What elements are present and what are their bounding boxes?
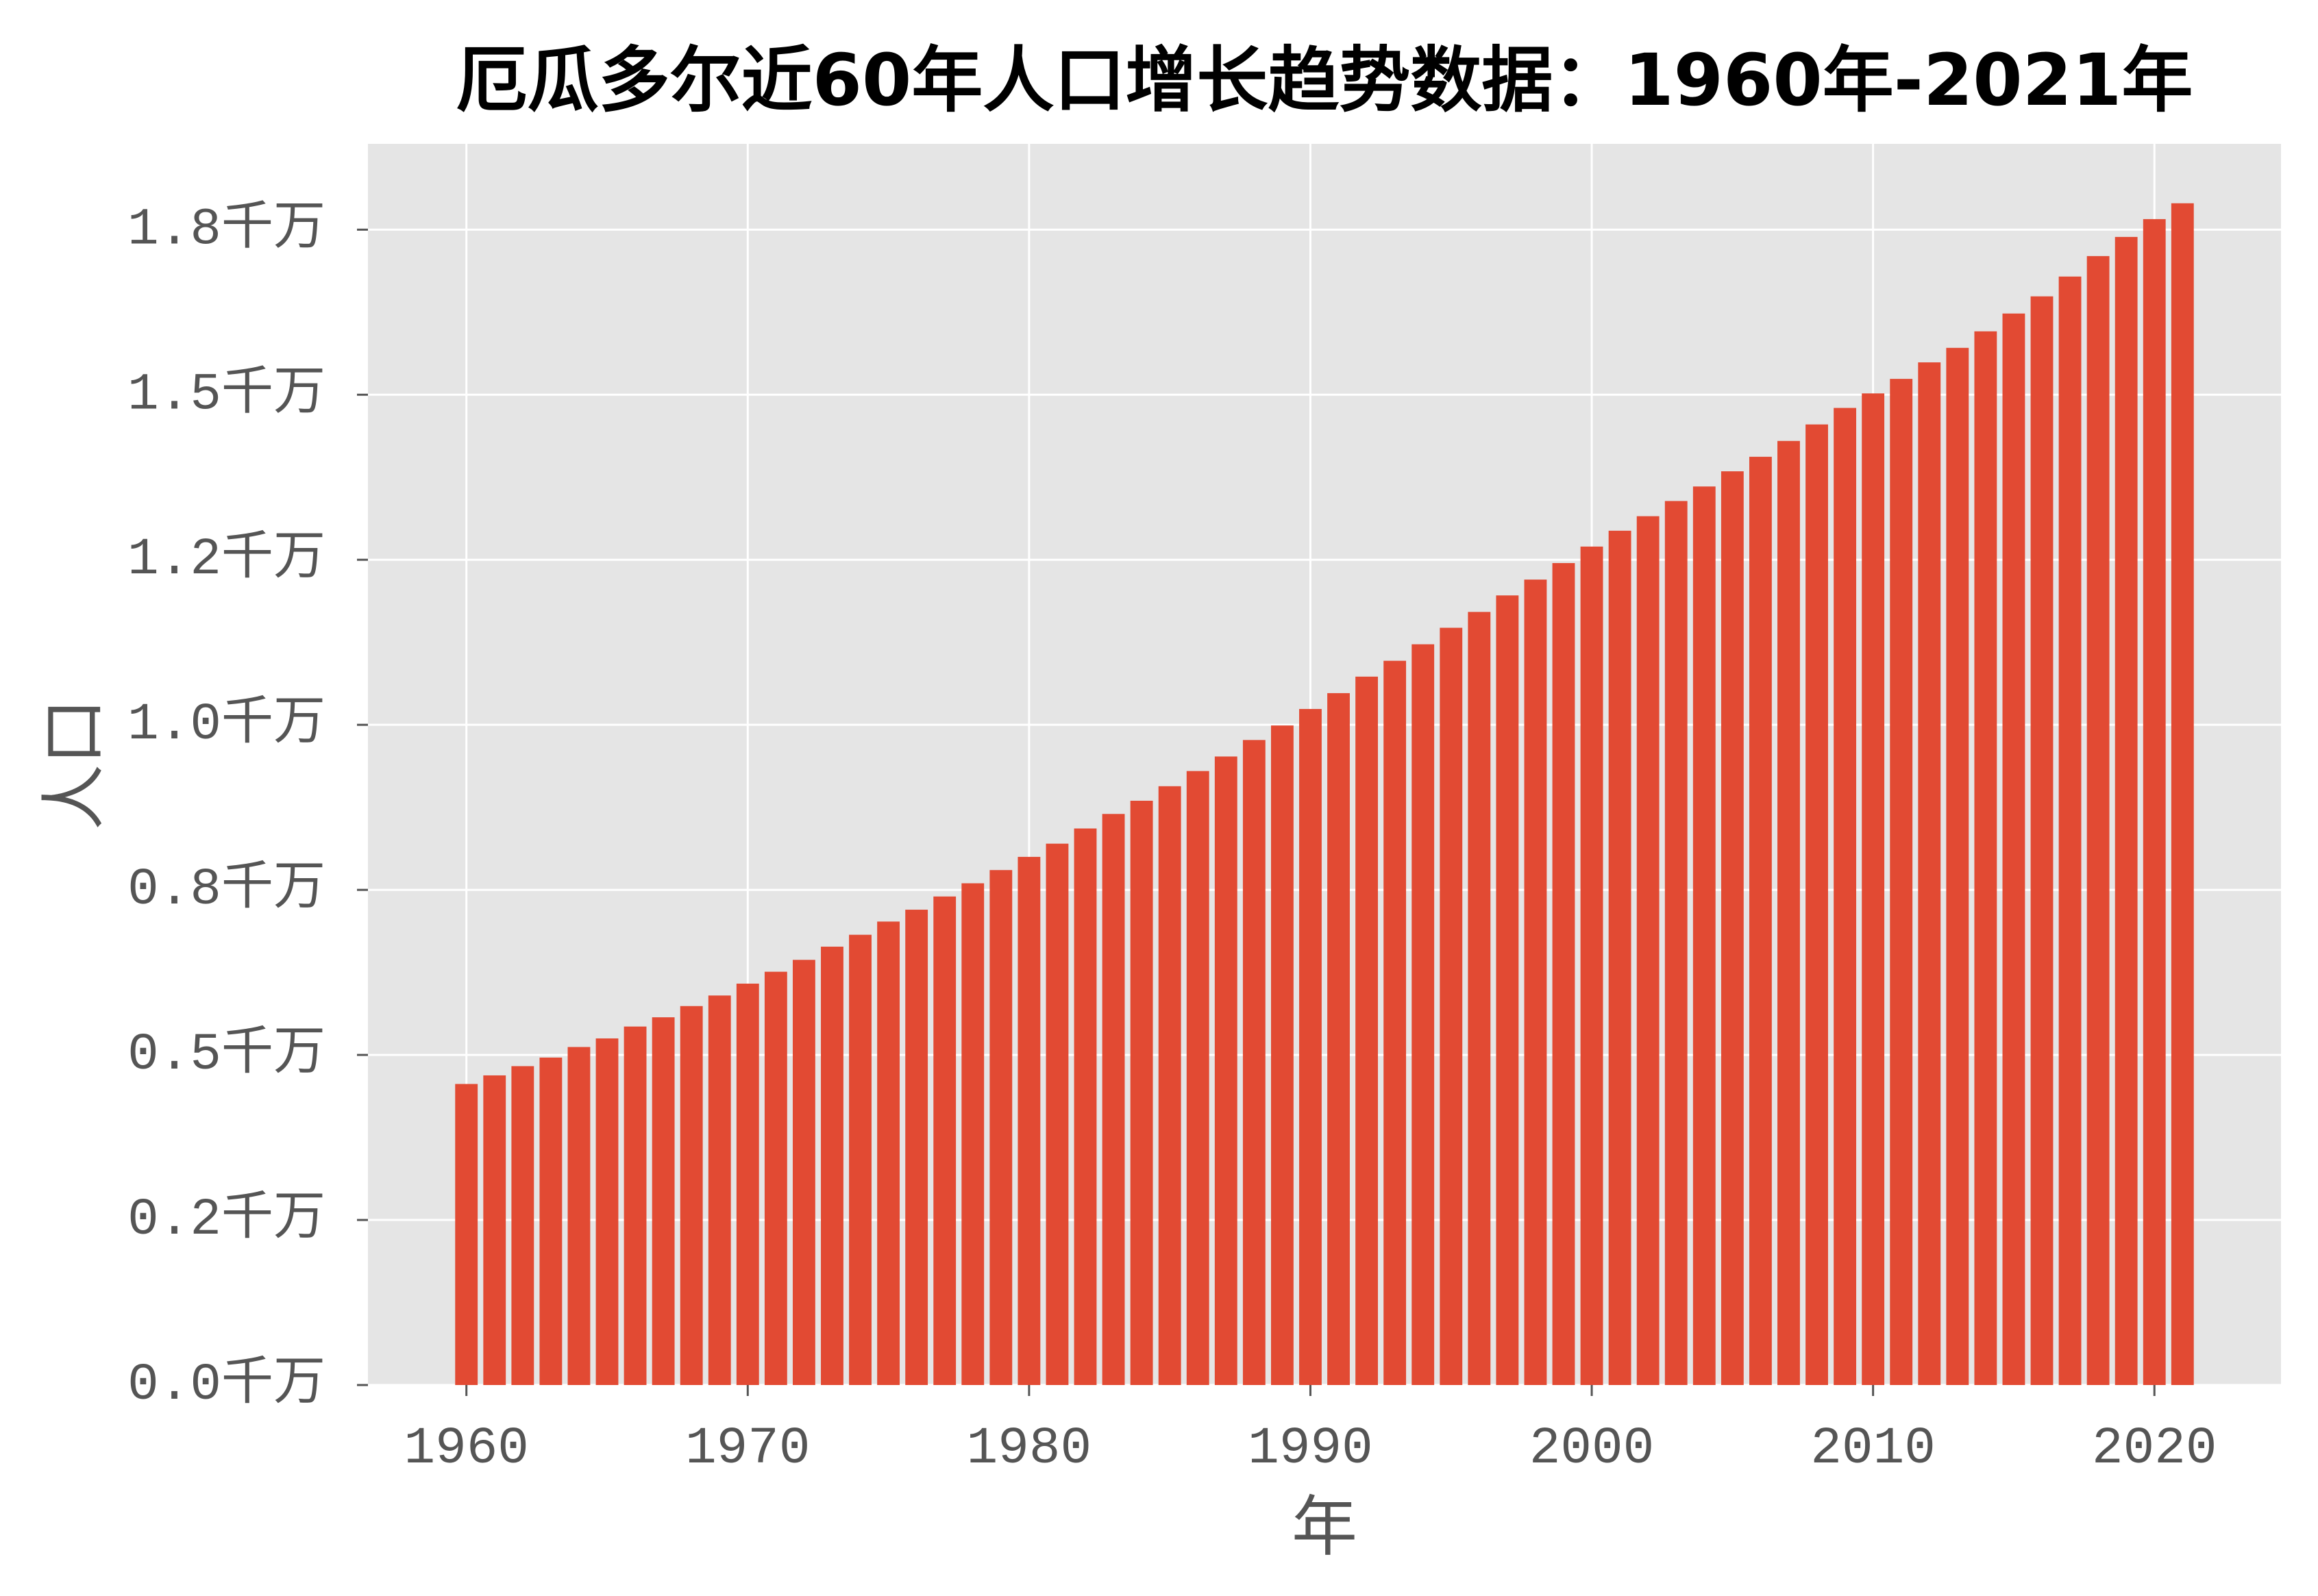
y-tick-label: 1.8千万 [127, 199, 325, 259]
bar-1988 [1242, 740, 1266, 1385]
bar-1964 [567, 1047, 591, 1385]
bar-1979 [989, 870, 1013, 1385]
bar-1976 [905, 910, 928, 1385]
bar-1989 [1270, 725, 1294, 1385]
bar-2019 [2114, 236, 2138, 1385]
x-axis: 1960 1970 1980 1990 2000 2010 2020 [404, 1385, 2217, 1478]
bar-2000 [1580, 546, 1603, 1385]
bar-1997 [1496, 595, 1519, 1386]
bar-2016 [2030, 296, 2054, 1386]
bar-1975 [877, 921, 900, 1385]
x-tick-label: 2010 [1810, 1419, 1935, 1478]
bar-1991 [1327, 693, 1350, 1385]
y-axis: 0.0千万 0.2千万 0.5千万 0.8千万 1.0千万 1.2千万 1.5千万 1.8千万 [127, 199, 368, 1414]
bar-1960 [455, 1084, 478, 1385]
bar-1963 [539, 1057, 563, 1385]
bar-2013 [1946, 347, 1969, 1386]
bar-1977 [933, 896, 957, 1385]
bar-1990 [1299, 709, 1322, 1385]
x-tick-label: 1960 [404, 1419, 528, 1478]
y-axis-label: 人口 [36, 699, 112, 830]
x-tick-label: 2020 [2092, 1419, 2217, 1478]
bar-1994 [1411, 644, 1435, 1385]
bar-1983 [1102, 814, 1125, 1385]
bar-2007 [1777, 440, 1800, 1385]
bar-2012 [1918, 362, 1941, 1386]
bar-2021 [2171, 203, 2194, 1386]
y-tick-label: 0.8千万 [127, 860, 325, 919]
bar-1961 [483, 1075, 506, 1385]
bar-1987 [1214, 756, 1237, 1385]
bar-1969 [708, 995, 731, 1385]
bar-1996 [1468, 612, 1491, 1385]
bar-2004 [1692, 486, 1716, 1385]
bar-1978 [961, 883, 985, 1385]
bar-2018 [2086, 255, 2110, 1385]
bar-1980 [1018, 856, 1041, 1385]
bar-2003 [1664, 501, 1688, 1385]
bar-1982 [1074, 828, 1097, 1385]
bar-1974 [849, 934, 872, 1385]
bar-1970 [736, 983, 759, 1385]
bar-1971 [764, 971, 787, 1385]
bar-1985 [1158, 786, 1181, 1385]
y-tick-label: 1.0千万 [127, 695, 325, 754]
y-tick-label: 0.2千万 [127, 1190, 325, 1249]
bar-2005 [1721, 471, 1744, 1385]
bar-1972 [792, 960, 815, 1385]
x-tick-label: 1980 [967, 1419, 1092, 1478]
chart-title: 厄瓜多尔近60年人口增长趋势数据：1960年-2021年 [456, 38, 2193, 122]
bar-1984 [1130, 801, 1153, 1385]
bar-2010 [1862, 393, 1885, 1385]
bar-2011 [1890, 379, 1913, 1385]
bar-2008 [1805, 424, 1828, 1385]
y-tick-label: 1.2千万 [127, 529, 325, 589]
y-tick-label: 0.0千万 [127, 1355, 325, 1414]
x-tick-label: 1970 [685, 1419, 810, 1478]
bar-1993 [1383, 660, 1407, 1385]
bar-1968 [680, 1006, 703, 1385]
bar-1962 [511, 1066, 534, 1385]
bar-2006 [1749, 456, 1772, 1385]
bars [455, 203, 2194, 1386]
bar-1973 [821, 947, 843, 1385]
bar-2002 [1636, 516, 1660, 1385]
x-tick-label: 2000 [1529, 1419, 1654, 1478]
x-tick-label: 1990 [1248, 1419, 1372, 1478]
y-tick-label: 0.5千万 [127, 1025, 325, 1084]
bar-2020 [2143, 219, 2166, 1385]
bar-2014 [1974, 331, 1997, 1385]
bar-2015 [2002, 313, 2025, 1386]
bar-1995 [1440, 627, 1463, 1385]
bar-1986 [1186, 771, 1209, 1385]
bar-1966 [624, 1026, 647, 1385]
bar-2009 [1834, 408, 1857, 1385]
bar-1967 [652, 1017, 675, 1385]
bar-1999 [1552, 563, 1575, 1385]
bar-2017 [2058, 276, 2082, 1386]
y-tick-label: 1.5千万 [127, 364, 325, 424]
bar-1998 [1524, 579, 1547, 1385]
bar-1992 [1355, 676, 1379, 1386]
bar-1965 [595, 1038, 619, 1385]
x-axis-label: 年 [1292, 1488, 1357, 1565]
bar-2001 [1608, 530, 1631, 1386]
bar-1981 [1046, 843, 1069, 1385]
